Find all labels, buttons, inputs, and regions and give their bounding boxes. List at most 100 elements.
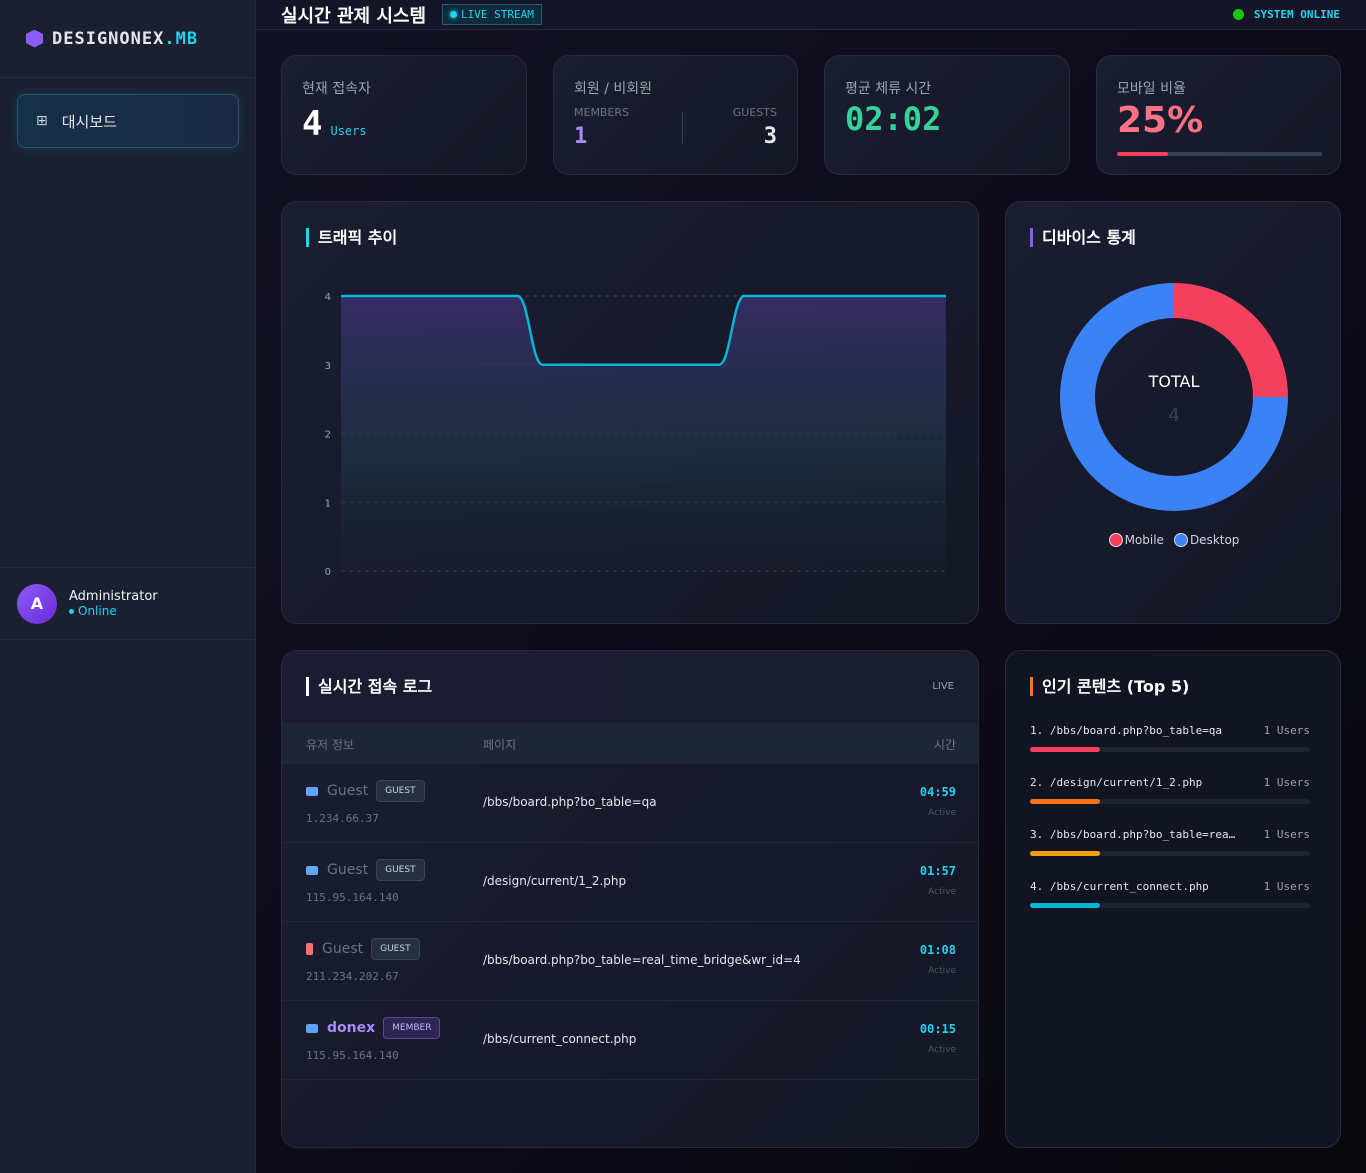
session-time: 00:15	[919, 1022, 956, 1036]
table-row[interactable]: Guest GUEST 115.95.164.140 /design/curre…	[282, 843, 978, 922]
column-header: 시간	[933, 738, 956, 752]
page-title: 실시간 관제 시스템	[281, 5, 427, 27]
live-label: LIVE	[932, 681, 954, 692]
popular-item-count: 1 Users	[1263, 828, 1310, 841]
popular-item[interactable]: 3. /bbs/board.php?bo_table=rea… 1 Users	[1030, 828, 1310, 856]
current-users-unit: Users	[330, 124, 367, 138]
popular-item-count: 1 Users	[1263, 776, 1310, 789]
stat-label: 회원 / 비회원	[574, 81, 653, 97]
donut-total-label: TOTAL	[1148, 372, 1200, 391]
session-status: Active	[928, 887, 956, 897]
session-time: 01:08	[919, 943, 956, 957]
y-tick-label: 2	[325, 430, 331, 441]
popular-item-fill	[1030, 747, 1100, 752]
section-title: 인기 콘텐츠 (Top 5)	[1030, 677, 1189, 696]
access-log-card: 실시간 접속 로그 LIVE 유저 정보 페이지 시간 Guest GUEST …	[281, 650, 979, 1148]
mobile-icon	[306, 943, 313, 955]
members-value: 1	[574, 124, 588, 149]
table-row[interactable]: donex MEMBER 115.95.164.140 /bbs/current…	[282, 1001, 978, 1080]
donut-slice-mobile[interactable]	[1174, 283, 1288, 397]
popular-item-bar	[1030, 851, 1310, 856]
page-path[interactable]: /bbs/board.php?bo_table=real_time_bridge…	[483, 953, 801, 967]
popular-item-label: 1. /bbs/board.php?bo_table=qa	[1030, 724, 1223, 737]
desktop-icon	[306, 1023, 318, 1033]
live-label: LIVE STREAM	[461, 8, 534, 21]
user-name: donex	[327, 1020, 376, 1036]
legend-desktop[interactable]: Desktop	[1173, 533, 1240, 547]
popular-item-label: 3. /bbs/board.php?bo_table=rea…	[1030, 828, 1236, 841]
table-row[interactable]: Guest GUEST 1.234.66.37 /bbs/board.php?b…	[282, 764, 978, 843]
mobile-ratio-value: 25%	[1117, 100, 1204, 141]
legend-label: Desktop	[1189, 533, 1240, 547]
avatar: A	[17, 583, 57, 624]
traffic-card: 트래픽 추이 0 1 2 3 4	[281, 201, 979, 624]
page-path[interactable]: /bbs/current_connect.php	[483, 1032, 637, 1046]
popular-item-label: 4. /bbs/current_connect.php	[1030, 880, 1209, 893]
system-status: SYSTEM ONLINE	[1232, 8, 1340, 21]
popular-item-label: 2. /design/current/1_2.php	[1030, 776, 1203, 789]
live-dot-icon	[450, 11, 458, 18]
divider	[682, 112, 683, 144]
popular-item-fill	[1030, 799, 1100, 804]
current-users-card: 현재 접속자 4 Users	[281, 55, 527, 175]
popular-item-count: 1 Users	[1263, 724, 1310, 737]
members-card: 회원 / 비회원 MEMBERS 1 GUESTS 3	[553, 55, 798, 175]
ip-address: 211.234.202.67	[306, 970, 399, 983]
mobile-ratio-bar	[1117, 152, 1322, 156]
device-donut-chart	[1060, 283, 1288, 511]
stat-label: 모바일 비율	[1117, 81, 1186, 97]
mobile-ratio-card: 모바일 비율 25%	[1096, 55, 1341, 175]
table-row[interactable]: Guest GUEST 211.234.202.67 /bbs/board.ph…	[282, 922, 978, 1001]
members-label: MEMBERS	[574, 106, 630, 119]
traffic-line	[341, 294, 946, 366]
popular-content-card: 인기 콘텐츠 (Top 5) 1. /bbs/board.php?bo_tabl…	[1005, 650, 1341, 1148]
brand-accent: .MB	[164, 28, 199, 49]
stat-label: 현재 접속자	[302, 81, 371, 97]
session-status: Active	[928, 1045, 956, 1055]
desktop-icon	[306, 865, 318, 875]
ip-address: 115.95.164.140	[306, 891, 399, 904]
page-path[interactable]: /design/current/1_2.php	[483, 874, 627, 888]
column-header: 페이지	[483, 738, 517, 752]
y-tick-label: 0	[325, 567, 331, 578]
user-profile[interactable]: A Administrator Online	[0, 567, 256, 640]
guests-label: GUESTS	[732, 106, 777, 119]
session-status: Active	[928, 966, 956, 976]
page-path[interactable]: /bbs/board.php?bo_table=qa	[483, 795, 657, 809]
user-name: Guest	[322, 941, 364, 957]
avg-time-card: 평균 체류 시간 02:02	[824, 55, 1070, 175]
top-header: 실시간 관제 시스템 LIVE STREAM SYSTEM ONLINE	[256, 0, 1366, 30]
section-title: 트래픽 추이	[306, 228, 397, 247]
user-type-badge: GUEST	[376, 859, 425, 881]
user-type-badge: GUEST	[371, 938, 420, 960]
column-header: 유저 정보	[306, 738, 354, 752]
session-time: 01:57	[919, 864, 956, 878]
grid-icon: ⊞	[36, 113, 48, 129]
popular-item-fill	[1030, 903, 1100, 908]
status-dot-icon	[1232, 9, 1244, 20]
devices-card: 디바이스 통계 TOTAL 4 Mobile Desktop	[1005, 201, 1341, 624]
section-title: 디바이스 통계	[1030, 228, 1136, 247]
stat-label: 평균 체류 시간	[845, 81, 932, 97]
guests-value: 3	[763, 124, 777, 149]
user-type-badge: GUEST	[376, 780, 425, 802]
popular-item[interactable]: 2. /design/current/1_2.php 1 Users	[1030, 776, 1310, 804]
sidebar-item-dashboard[interactable]: ⊞ 대시보드	[17, 94, 239, 148]
popular-item[interactable]: 4. /bbs/current_connect.php 1 Users	[1030, 880, 1310, 908]
donut-total-value: 4	[1168, 405, 1180, 426]
live-stream-badge: LIVE STREAM	[442, 4, 542, 25]
legend-mobile[interactable]: Mobile	[1108, 533, 1164, 547]
session-time: 04:59	[919, 785, 956, 799]
legend-swatch	[1173, 533, 1188, 547]
donut-slice-desktop[interactable]	[1060, 283, 1288, 511]
ip-address: 115.95.164.140	[306, 1049, 399, 1062]
online-dot-icon	[69, 608, 74, 614]
legend-swatch	[1108, 533, 1123, 547]
sidebar-item-label: 대시보드	[61, 112, 117, 131]
brand-logo[interactable]: DESIGNONEX .MB	[0, 0, 255, 78]
table-header: 유저 정보 페이지 시간	[282, 723, 978, 764]
avg-time-value: 02:02	[845, 100, 942, 138]
y-tick-label: 4	[325, 292, 331, 303]
popular-item-count: 1 Users	[1263, 880, 1310, 893]
popular-item[interactable]: 1. /bbs/board.php?bo_table=qa 1 Users	[1030, 724, 1310, 752]
